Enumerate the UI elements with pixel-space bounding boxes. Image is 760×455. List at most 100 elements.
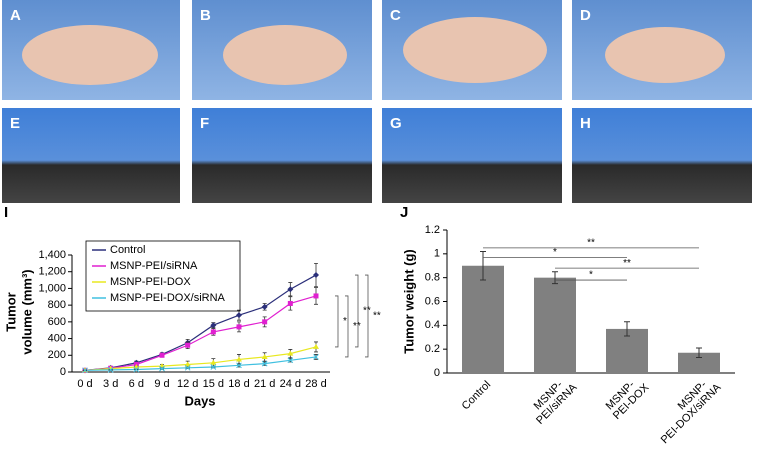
y-tick-label: 1,000 — [38, 282, 66, 294]
significance-label: * — [553, 247, 557, 258]
marker — [236, 362, 242, 369]
legend-label: MSNP-PEI-DOX/siRNA — [110, 292, 226, 304]
y-tick-label: 0 — [434, 367, 440, 379]
legend-box — [85, 240, 241, 312]
y-tick-label: 1,400 — [38, 249, 66, 261]
line — [84, 274, 317, 371]
error-bar — [624, 321, 630, 337]
marker — [184, 361, 191, 367]
y-axis-label: Tumor weight (g) — [401, 249, 416, 353]
y-tick-label: 0 — [60, 366, 66, 378]
line — [84, 346, 317, 371]
panel-label: I — [4, 204, 8, 221]
marker — [262, 319, 268, 325]
marker — [210, 364, 217, 370]
marker — [287, 357, 294, 364]
photo — [192, 108, 372, 203]
x-tick-label: 9 d — [154, 378, 169, 390]
significance-label: * — [343, 316, 347, 327]
bar — [534, 277, 576, 373]
x-tick-label: 28 d — [305, 378, 326, 390]
marker — [313, 343, 319, 349]
marker — [287, 286, 294, 293]
y-tick-label: 1,200 — [38, 266, 66, 278]
y-tick-label: 0.8 — [425, 272, 440, 284]
marker — [184, 364, 191, 371]
mouse — [605, 27, 725, 83]
x-tick-label: 0 d — [77, 378, 92, 390]
x-tick-label: 21 d — [254, 378, 275, 390]
significance-label: ** — [373, 311, 381, 322]
marker — [236, 356, 242, 362]
y-tick-label: 200 — [48, 349, 66, 361]
photo-label: C — [390, 7, 401, 24]
y-tick-label: 0.2 — [425, 343, 440, 355]
photo-label: H — [580, 115, 591, 132]
significance-label: ** — [587, 238, 595, 249]
y-tick-label: 800 — [48, 299, 66, 311]
photo — [382, 108, 562, 203]
significance-bracket — [365, 274, 369, 358]
photo-label: G — [390, 115, 402, 132]
y-tick-label: 1 — [434, 248, 440, 260]
error-bar — [696, 347, 702, 359]
bar — [678, 352, 720, 373]
y-tick-label: 600 — [48, 316, 66, 328]
x-tick-label: MSNP-PEI/siRNA — [526, 373, 580, 427]
y-tick-label: 0.4 — [425, 319, 440, 331]
marker — [261, 360, 268, 367]
error-bar — [552, 271, 558, 285]
mouse — [22, 25, 158, 85]
marker — [210, 359, 217, 365]
y-tick-label: 1.2 — [425, 224, 440, 236]
photo-label: E — [10, 115, 20, 132]
marker — [261, 303, 268, 310]
marker — [313, 272, 319, 279]
x-tick-label: 18 d — [228, 378, 249, 390]
x-tick-label: MSNP-PEI-DOX — [602, 373, 651, 422]
photo-label: D — [580, 7, 591, 24]
photo-label: F — [200, 115, 209, 132]
x-tick-label: MSNP-PEI-DOX/siRNA — [650, 373, 724, 447]
y-tick-label: 400 — [48, 332, 66, 344]
marker — [210, 329, 216, 335]
significance-label: ** — [363, 306, 371, 317]
x-tick-label: Control — [460, 379, 494, 413]
significance-bracket — [355, 274, 359, 348]
photo-label: A — [10, 7, 21, 24]
mouse — [223, 25, 347, 85]
significance-label: * — [589, 270, 593, 281]
y-axis-label: volume (mm³) — [19, 269, 34, 354]
significance-bracket — [345, 295, 349, 358]
marker — [261, 353, 268, 359]
x-tick-label: 12 d — [177, 378, 198, 390]
legend-label: Control — [110, 244, 145, 256]
photo — [2, 108, 180, 203]
marker — [236, 312, 242, 319]
marker — [210, 322, 217, 329]
x-tick-label: 24 d — [280, 378, 301, 390]
x-tick-label: 3 d — [103, 378, 118, 390]
photos — [2, 0, 752, 203]
marker — [159, 352, 165, 358]
marker — [287, 350, 294, 356]
significance-bracket — [335, 295, 339, 348]
marker — [287, 300, 293, 306]
error-bar — [480, 250, 486, 281]
y-axis-label: Tumor — [3, 292, 18, 331]
significance-label: ** — [623, 258, 631, 269]
marker — [107, 367, 114, 373]
marker — [313, 293, 319, 299]
marker — [159, 365, 165, 372]
marker — [185, 342, 191, 348]
bar — [462, 265, 504, 373]
legend-label: MSNP-PEI-DOX — [110, 276, 191, 288]
panel-label: J — [400, 204, 408, 221]
significance-label: ** — [353, 321, 361, 332]
x-axis-label: Days — [184, 393, 215, 408]
photo — [572, 108, 752, 203]
mouse — [403, 17, 547, 83]
photo-label: B — [200, 7, 211, 24]
y-tick-label: 0.6 — [425, 295, 440, 307]
